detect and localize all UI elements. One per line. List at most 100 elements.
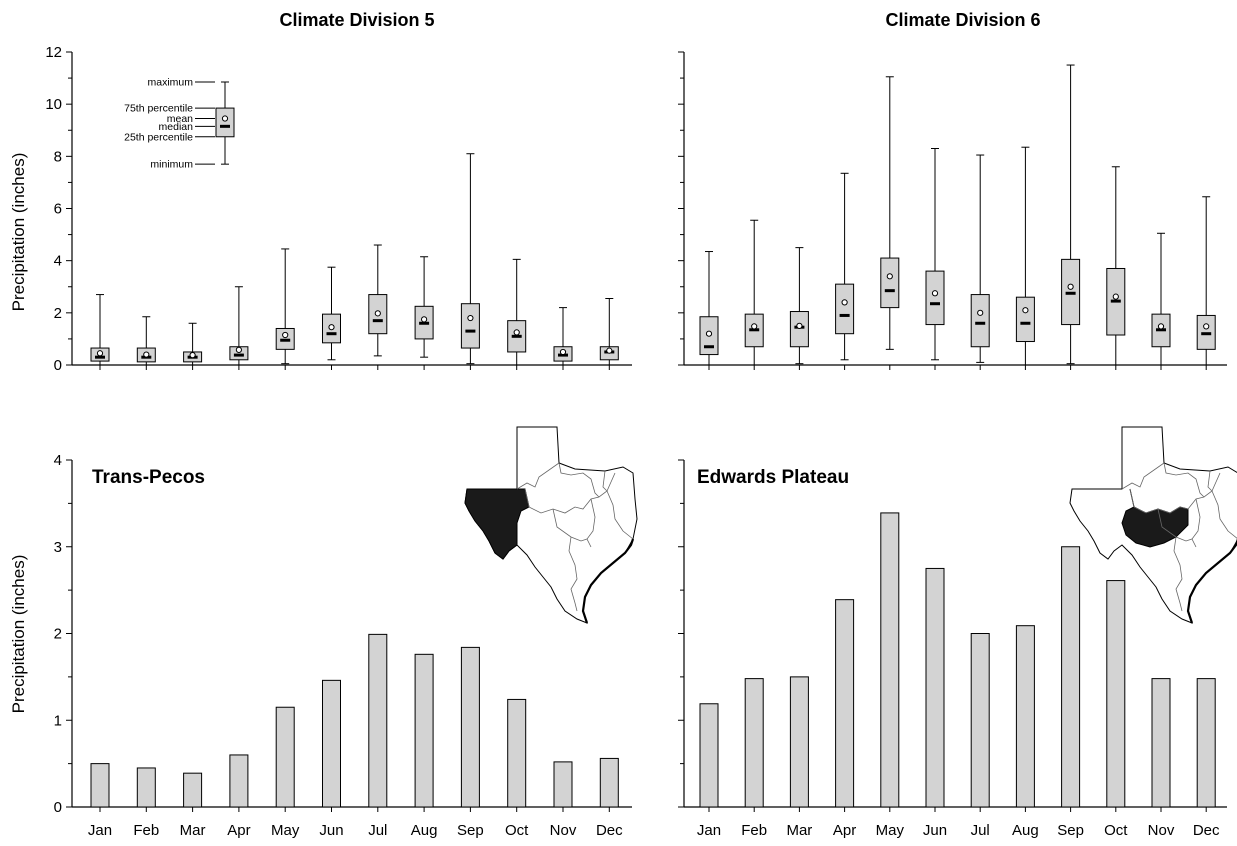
panel-climate-division-6: Climate Division 6 [678, 10, 1227, 370]
division-boundary [1191, 498, 1201, 548]
mean-mark [467, 314, 474, 322]
y-axis-label: Precipitation (inches) [9, 555, 28, 714]
panel-edwards-plateau: Edwards Plateau Jan Feb Mar Apr May Jun Jul Aug… [678, 426, 1237, 839]
y-tick-label: 12 [45, 44, 62, 61]
mean-mark [221, 115, 229, 122]
bar [1015, 625, 1035, 808]
texas-map-icon [464, 426, 638, 624]
bar [90, 763, 110, 808]
mean-mark [705, 330, 713, 337]
bar [835, 599, 855, 808]
panel-trans-pecos: Precipitation (inches) Trans-Pecos 0 1 2 3 4… [9, 426, 638, 839]
bar [368, 633, 388, 808]
division-boundary [1173, 536, 1183, 612]
mean-mark [282, 331, 289, 339]
mean-mark [328, 324, 335, 331]
division-boundary [568, 536, 578, 612]
y-tick-label: 0 [54, 357, 62, 374]
mean-mark [606, 347, 613, 354]
x-tick-label: Apr [227, 822, 250, 839]
x-tick-label: May [271, 822, 300, 839]
mean-mark [96, 350, 104, 357]
bar [599, 757, 619, 808]
y-axis-label: Precipitation (inches) [9, 153, 28, 312]
x-tick-label: Sep [457, 822, 484, 839]
x-tick-label: Feb [133, 822, 159, 839]
division-boundary [516, 462, 560, 490]
panel-title: Climate Division 6 [885, 10, 1040, 30]
x-tick-label: Dec [596, 822, 623, 839]
bar [136, 767, 156, 808]
mean-mark [751, 323, 758, 330]
bar [183, 772, 203, 808]
legend-label: minimum [150, 159, 193, 171]
x-tick-label: Apr [833, 822, 856, 839]
bar [507, 698, 527, 808]
division-boundary [1121, 462, 1165, 490]
box [970, 294, 990, 348]
mean-mark [841, 299, 848, 306]
bar [925, 567, 945, 808]
plot-area [678, 51, 1227, 370]
plot-area: 0 1 2 3 4 Jan Feb Mar Apr May Jun Jul Aug Sep Oct Nov De… [54, 452, 632, 839]
division-boundary [606, 490, 634, 540]
region-label: Edwards Plateau [697, 467, 849, 488]
coastline [581, 538, 635, 624]
bar [1196, 678, 1216, 808]
x-tick-label: Jan [88, 822, 112, 839]
legend-label: median [159, 121, 194, 133]
x-tick-label: Feb [741, 822, 767, 839]
box [1015, 296, 1035, 343]
y-tick-label: 4 [54, 452, 62, 469]
y-tick-label: 0 [54, 799, 62, 816]
x-tick-label: Mar [786, 822, 812, 839]
bar [322, 679, 341, 808]
division-boundary [1129, 488, 1205, 514]
legend-label: 75th percentile [124, 103, 193, 115]
bar [1151, 678, 1171, 808]
y-tick-label: 6 [54, 201, 62, 218]
division-boundary [1211, 490, 1237, 539]
plot-area: Jan Feb Mar Apr May Jun Jul Aug Sep Oct Nov Dec [678, 459, 1227, 839]
legend-label: 25th percentile [124, 131, 193, 143]
bar [229, 754, 249, 808]
division-boundary [558, 462, 616, 498]
y-tick-label: 4 [54, 253, 62, 270]
bar [275, 706, 295, 808]
bar [414, 653, 434, 808]
mean-mark [513, 329, 520, 336]
legend-label: mean [167, 113, 193, 125]
bar [970, 633, 990, 808]
bar [553, 761, 573, 808]
mean-mark [1067, 283, 1074, 290]
division-boundary [1207, 470, 1213, 492]
box [460, 303, 480, 349]
x-tick-label: Jul [368, 822, 387, 839]
mean-mark [1022, 307, 1029, 314]
mean-mark [977, 309, 984, 316]
x-tick-label: Mar [180, 822, 206, 839]
x-tick-label: Sep [1057, 822, 1084, 839]
mean-mark [1203, 323, 1210, 330]
division-boundary [524, 488, 600, 514]
bar [789, 676, 809, 808]
division-boundary [1163, 462, 1221, 498]
y-tick-label: 3 [54, 539, 62, 556]
x-tick-label: May [876, 822, 905, 839]
x-tick-label: Jan [697, 822, 721, 839]
box [789, 311, 809, 348]
mean-mark [374, 310, 381, 317]
y-tick-label: 2 [54, 305, 62, 322]
mean-mark [421, 316, 428, 323]
x-tick-label: Jun [923, 822, 947, 839]
texas-map-icon [1069, 426, 1237, 624]
mean-mark [559, 348, 567, 356]
mean-mark [931, 290, 939, 297]
division-boundary [586, 498, 596, 548]
y-tick-label: 2 [54, 626, 62, 643]
box [880, 257, 900, 309]
x-tick-label: Jul [971, 822, 990, 839]
